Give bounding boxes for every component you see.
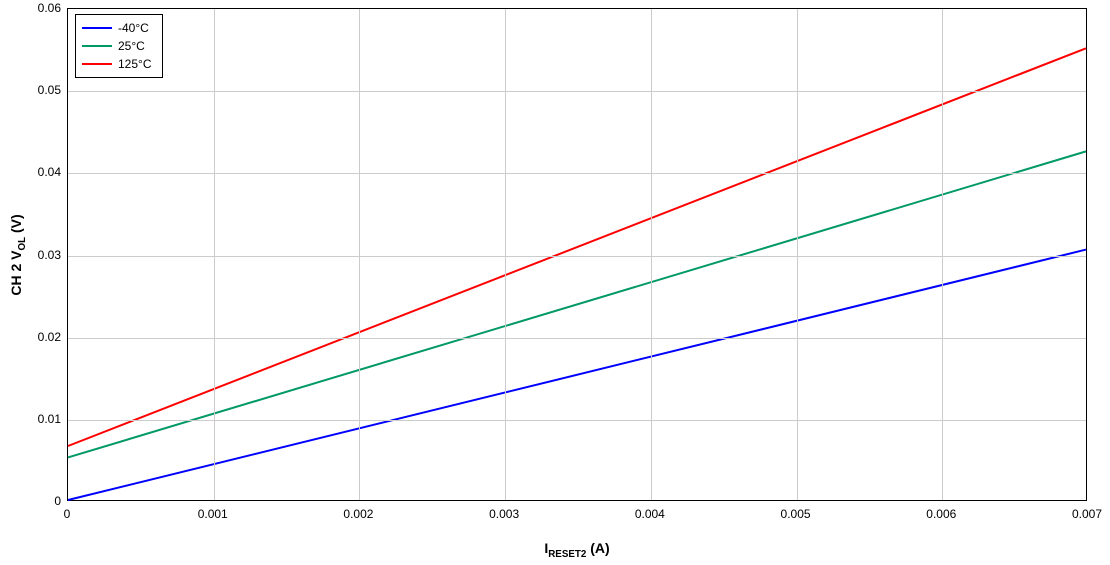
gridline-v	[942, 9, 943, 500]
line-chart: -40°C25°C125°C IRESET2 (A) CH 2 VOL (V) …	[0, 0, 1110, 565]
legend-label: -40°C	[118, 21, 149, 35]
series-line	[68, 48, 1086, 446]
x-axis-label-text: IRESET2 (A)	[544, 540, 609, 556]
x-tick-label: 0	[64, 507, 71, 521]
series-line	[68, 151, 1086, 457]
x-tick-label: 0.005	[781, 507, 811, 521]
x-tick-label: 0.007	[1072, 507, 1102, 521]
gridline-v	[214, 9, 215, 500]
legend-label: 125°C	[118, 57, 152, 71]
x-axis-label: IRESET2 (A)	[544, 540, 609, 560]
legend-swatch	[82, 27, 112, 29]
y-tick-label: 0.04	[38, 165, 61, 179]
gridline-h	[68, 91, 1086, 92]
legend-item: -40°C	[82, 19, 152, 37]
gridline-h	[68, 256, 1086, 257]
gridline-v	[797, 9, 798, 500]
y-tick-label: 0.02	[38, 330, 61, 344]
y-tick-label: 0.03	[38, 248, 61, 262]
y-axis-label-text: CH 2 VOL (V)	[8, 214, 24, 295]
plot-area	[67, 8, 1087, 501]
y-tick-label: 0.06	[38, 1, 61, 15]
gridline-v	[505, 9, 506, 500]
y-axis-label: CH 2 VOL (V)	[8, 214, 28, 295]
gridline-h	[68, 420, 1086, 421]
legend-item: 125°C	[82, 55, 152, 73]
x-tick-label: 0.002	[343, 507, 373, 521]
legend-label: 25°C	[118, 39, 145, 53]
series-lines	[68, 9, 1086, 500]
x-tick-label: 0.001	[198, 507, 228, 521]
gridline-v	[359, 9, 360, 500]
gridline-v	[651, 9, 652, 500]
x-tick-label: 0.004	[635, 507, 665, 521]
y-tick-label: 0.01	[38, 412, 61, 426]
y-tick-label: 0	[54, 494, 61, 508]
x-tick-label: 0.006	[926, 507, 956, 521]
legend: -40°C 25°C 125°C	[75, 14, 163, 78]
legend-swatch	[82, 63, 112, 65]
gridline-h	[68, 338, 1086, 339]
legend-swatch	[82, 45, 112, 47]
legend-item: 25°C	[82, 37, 152, 55]
series-line	[68, 250, 1086, 500]
x-tick-label: 0.003	[489, 507, 519, 521]
y-tick-label: 0.05	[38, 83, 61, 97]
gridline-h	[68, 173, 1086, 174]
